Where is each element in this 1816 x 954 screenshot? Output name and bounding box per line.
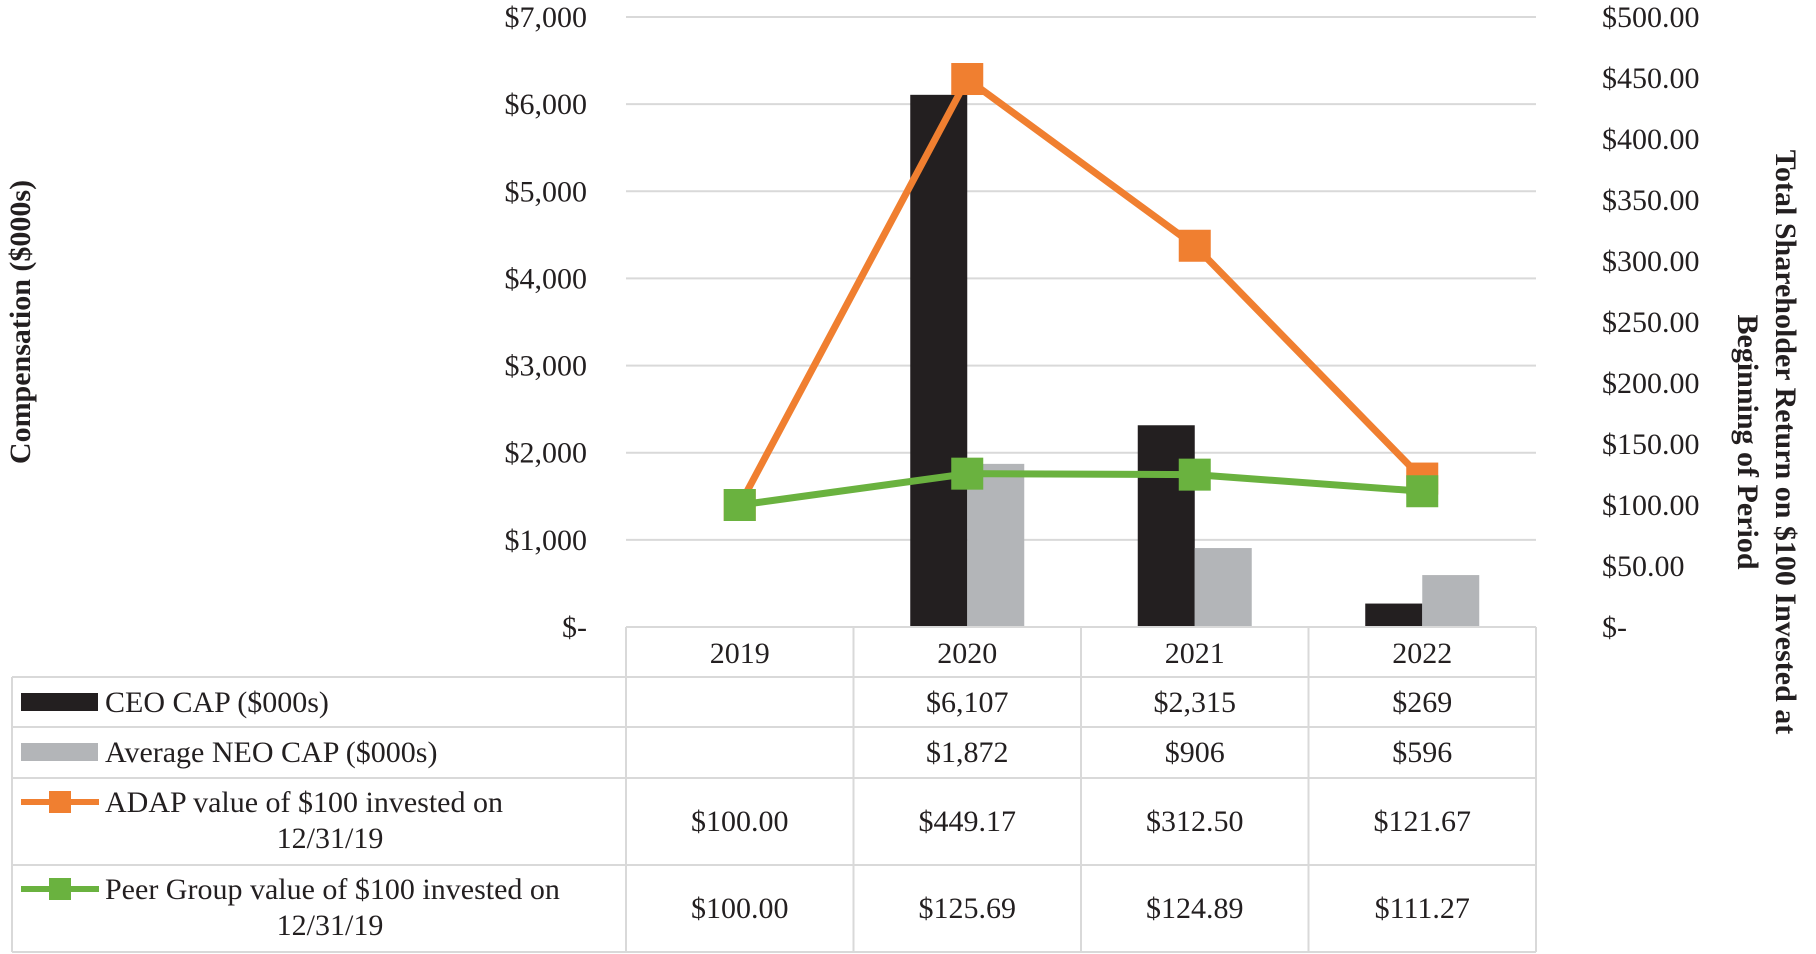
right-tick-label: $50.00 (1602, 550, 1685, 583)
table-value: $2,315 (1154, 686, 1237, 719)
right-axis-title-line1: Total Shareholder Return on $100 Investe… (1769, 150, 1802, 735)
category-label: 2020 (937, 637, 997, 670)
data-point (951, 63, 984, 96)
left-axis-title: Compensation ($000s) (4, 180, 37, 464)
table-value: $312.50 (1146, 805, 1244, 838)
legend-label: Peer Group value of $100 invested on (105, 873, 560, 906)
legend-marker (49, 791, 71, 813)
left-tick-label: $5,000 (505, 175, 588, 208)
legend-label: Average NEO CAP ($000s) (105, 736, 437, 769)
table-value: $124.89 (1146, 892, 1244, 925)
left-tick-label: $1,000 (505, 524, 588, 557)
table-value: $100.00 (691, 805, 789, 838)
right-tick-label: $400.00 (1602, 123, 1700, 156)
category-label: 2019 (710, 637, 770, 670)
left-tick-label: $7,000 (505, 1, 588, 34)
table-value: $125.69 (919, 892, 1017, 925)
axes: $- $1,000 $2,000 $3,000 $4,000 $5,000 $6,000 $7… (4, 1, 1802, 734)
data-point (1406, 475, 1439, 508)
data-point (723, 489, 756, 521)
right-tick-label: $450.00 (1602, 62, 1700, 95)
bars (910, 94, 1480, 627)
category-label: 2021 (1165, 637, 1225, 670)
left-tick-label: $6,000 (505, 88, 588, 121)
data-point (1178, 229, 1211, 262)
left-tick-label: $4,000 (505, 262, 588, 295)
table-value: $121.67 (1374, 805, 1472, 838)
legend-label: CEO CAP ($000s) (105, 686, 329, 719)
table-value: $269 (1392, 686, 1452, 719)
bar (1422, 575, 1480, 627)
table-value: $6,107 (926, 686, 1009, 719)
table-value: $100.00 (691, 892, 789, 925)
bar (1194, 548, 1252, 627)
left-tick-label: $- (562, 611, 587, 644)
series-line (736, 75, 1425, 507)
right-tick-label: $200.00 (1602, 367, 1700, 400)
data-point (1178, 458, 1211, 491)
data-point (951, 457, 984, 490)
table-value: $111.27 (1375, 892, 1470, 925)
bar (967, 463, 1025, 627)
right-tick-label: $500.00 (1602, 1, 1700, 34)
legend-swatch (21, 693, 98, 711)
table-value: $596 (1392, 736, 1452, 769)
table-value: $1,872 (926, 736, 1009, 769)
table-value: $449.17 (919, 805, 1017, 838)
gridlines (626, 16, 1536, 628)
right-tick-label: $150.00 (1602, 428, 1700, 461)
left-tick-label: $3,000 (505, 350, 588, 383)
legend-label-cont: 12/31/19 (277, 909, 384, 942)
right-tick-label: $350.00 (1602, 184, 1700, 217)
legend-label-cont: 12/31/19 (277, 822, 384, 855)
right-axis-title-line2: Beginning of Period (1731, 314, 1764, 569)
legend-label: ADAP value of $100 invested on (105, 786, 503, 819)
right-tick-label: $100.00 (1602, 489, 1700, 522)
bar (1365, 603, 1423, 627)
data-table: 2019 2020 2021 2022 CEO CAP ($000s) $6,107 $2,… (11, 626, 1537, 953)
table-value: $906 (1165, 736, 1225, 769)
left-tick-label: $2,000 (505, 437, 588, 470)
bar (910, 94, 968, 627)
series-line (739, 470, 1423, 509)
legend-swatch (21, 743, 98, 761)
category-label: 2022 (1392, 637, 1452, 670)
right-tick-label: $300.00 (1602, 245, 1700, 278)
bar (1137, 425, 1195, 627)
legend-marker (49, 878, 71, 900)
right-tick-label: $250.00 (1602, 306, 1700, 339)
lines (723, 63, 1439, 521)
right-tick-label: $- (1602, 611, 1627, 644)
